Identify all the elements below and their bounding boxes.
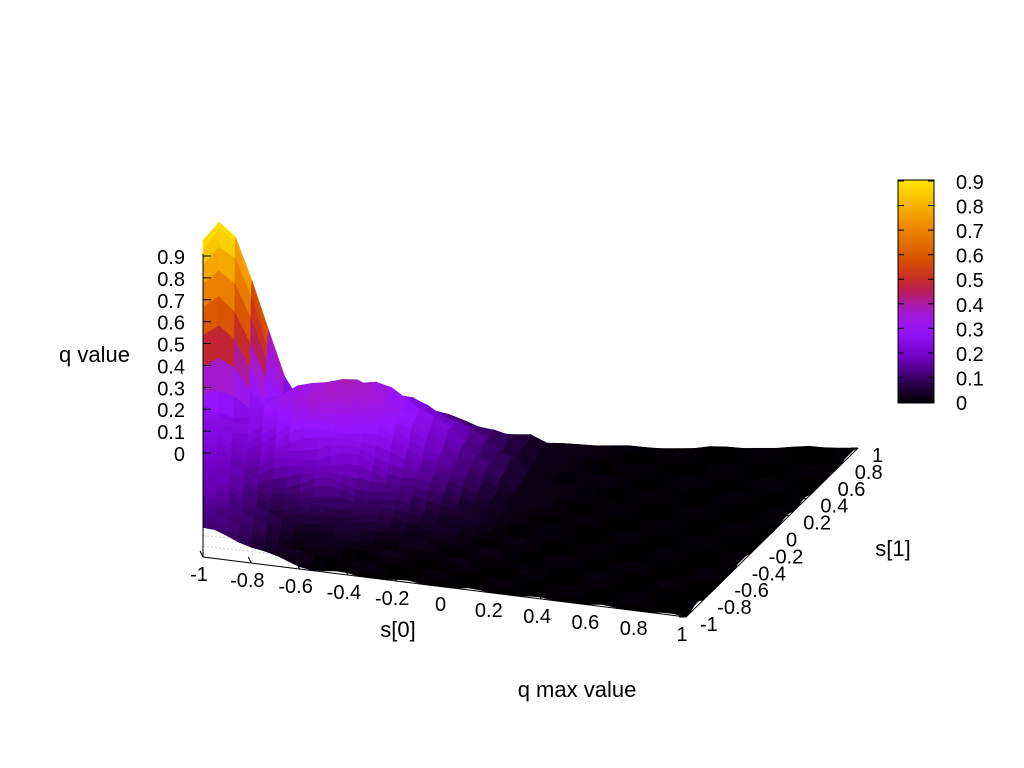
x-tick-label: -1 (190, 564, 208, 586)
colorbar-tick-label: 0.1 (956, 368, 984, 390)
surface-cell (368, 491, 385, 502)
surface-cell (307, 523, 323, 534)
surface-cell (324, 496, 341, 510)
surface-cell (673, 610, 691, 618)
surface-cell (214, 528, 228, 537)
surface-cell (232, 426, 249, 435)
z-tick-label: 0.9 (157, 247, 185, 269)
colorbar-tick-label: 0.2 (956, 344, 984, 366)
z-tick-label: 0.8 (157, 269, 185, 291)
x-tick-label: -0.6 (278, 576, 312, 598)
surface-cell (541, 446, 562, 452)
x-tick-label: 0.6 (571, 612, 599, 634)
colorbar-tick-label: 0.6 (956, 246, 984, 268)
colorbar-tick-label: 0 (956, 393, 967, 415)
x-axis: -1 -0.8 -0.6 -0.4 -0.2 0 0.2 0.4 0.6 0.8 1 (190, 550, 688, 646)
surface-cell (202, 420, 219, 428)
colorbar-tick-label: 0.7 (956, 221, 984, 243)
x-tick-label: -0.8 (230, 570, 264, 592)
x-tick-label: 1 (676, 624, 687, 646)
z-tick-label: 0.1 (157, 422, 185, 444)
surface-cell (363, 513, 379, 523)
y-tick-label: -0.2 (769, 546, 803, 568)
y-tick-label: 1 (872, 445, 883, 467)
y-tick-label: 0.8 (855, 462, 883, 484)
x-tick (441, 580, 445, 588)
z-axis: 00.10.20.30.40.50.60.70.80.9 (157, 247, 211, 557)
y-tick-label: 0.4 (820, 496, 848, 518)
surface-cell (270, 503, 285, 512)
z-tick-label: 0.7 (157, 291, 185, 313)
surface-cell (321, 394, 339, 405)
chart-caption: q max value (518, 677, 637, 702)
surface-cell (359, 570, 374, 579)
z-tick-label: 0.4 (157, 356, 185, 378)
x-tick-label: 0.8 (620, 618, 648, 640)
x-tick-label: -0.4 (327, 582, 361, 604)
surface-cell (348, 423, 365, 435)
x-tick (296, 562, 301, 570)
x-tick (634, 604, 639, 612)
surface-cell (302, 449, 319, 461)
x-tick (199, 550, 204, 558)
x-tick (537, 592, 542, 600)
x-tick (489, 586, 494, 594)
z-tick-label: 0.6 (157, 313, 185, 335)
y-tick-label: -0.8 (717, 597, 751, 619)
surface-cell (296, 506, 312, 516)
y-axis-label: s[1] (875, 536, 910, 561)
x-tick (585, 598, 590, 606)
surface-cell (295, 514, 311, 525)
surface-cell (276, 548, 291, 554)
surface-cell (287, 557, 301, 568)
surface-cell (555, 450, 576, 456)
colorbar-tick-label: 0.8 (956, 197, 984, 219)
colorbar-rect (897, 179, 935, 404)
x-tick-label: 0.2 (475, 600, 503, 622)
surface-cell (544, 490, 564, 496)
x-tick (247, 556, 252, 564)
surface-cell (320, 402, 338, 415)
surface-cell (595, 465, 616, 472)
colorbar-tick-label: 0.3 (956, 319, 984, 341)
colorbar-tick-label: 0.5 (956, 270, 984, 292)
y-tick-label: 0.6 (838, 479, 866, 501)
y-axis: -1-0.8-0.6-0.4-0.20 0.20.40.60.81 (679, 445, 883, 636)
q-surface (202, 221, 859, 618)
surface-cell (421, 573, 437, 581)
surface-cell (334, 413, 351, 426)
surface-cell (409, 543, 426, 552)
z-tick-label: 0 (174, 444, 185, 466)
surface-cell (302, 437, 319, 452)
y-tick-label: 0 (786, 530, 797, 552)
colorbar-tick-label: 0.4 (956, 295, 984, 317)
colorbar: 0 0.10.2 0.30.4 0.50.6 0.70.8 0.9 (897, 172, 984, 415)
x-tick-label: 0.4 (523, 606, 551, 628)
z-tick-label: 0.2 (157, 400, 185, 422)
z-axis-label: q value (59, 342, 130, 367)
y-tick-label: -0.6 (734, 580, 768, 602)
surface-cell (625, 445, 646, 453)
x-tick (344, 568, 349, 576)
surface-cell (452, 544, 469, 553)
surface-cell (472, 500, 491, 509)
z-tick-label: 0.5 (157, 335, 185, 357)
surface-cell (622, 452, 643, 457)
surface-cell (381, 491, 398, 502)
surface-cell (301, 460, 318, 469)
y-tick-label: -0.4 (752, 563, 786, 585)
y-tick-label: 0.2 (803, 513, 831, 535)
surface-cell (336, 516, 352, 525)
x-tick (682, 610, 687, 618)
y-tick-label: -1 (700, 614, 718, 636)
x-tick-label: -0.2 (375, 588, 409, 610)
surface-cell (508, 523, 526, 532)
colorbar-tick-label: 0.9 (956, 172, 984, 194)
surface-cell (303, 426, 320, 440)
x-axis-label: s[0] (380, 617, 415, 642)
x-tick (392, 574, 397, 582)
z-tick-label: 0.3 (157, 378, 185, 400)
x-tick-label: 0 (435, 594, 446, 616)
